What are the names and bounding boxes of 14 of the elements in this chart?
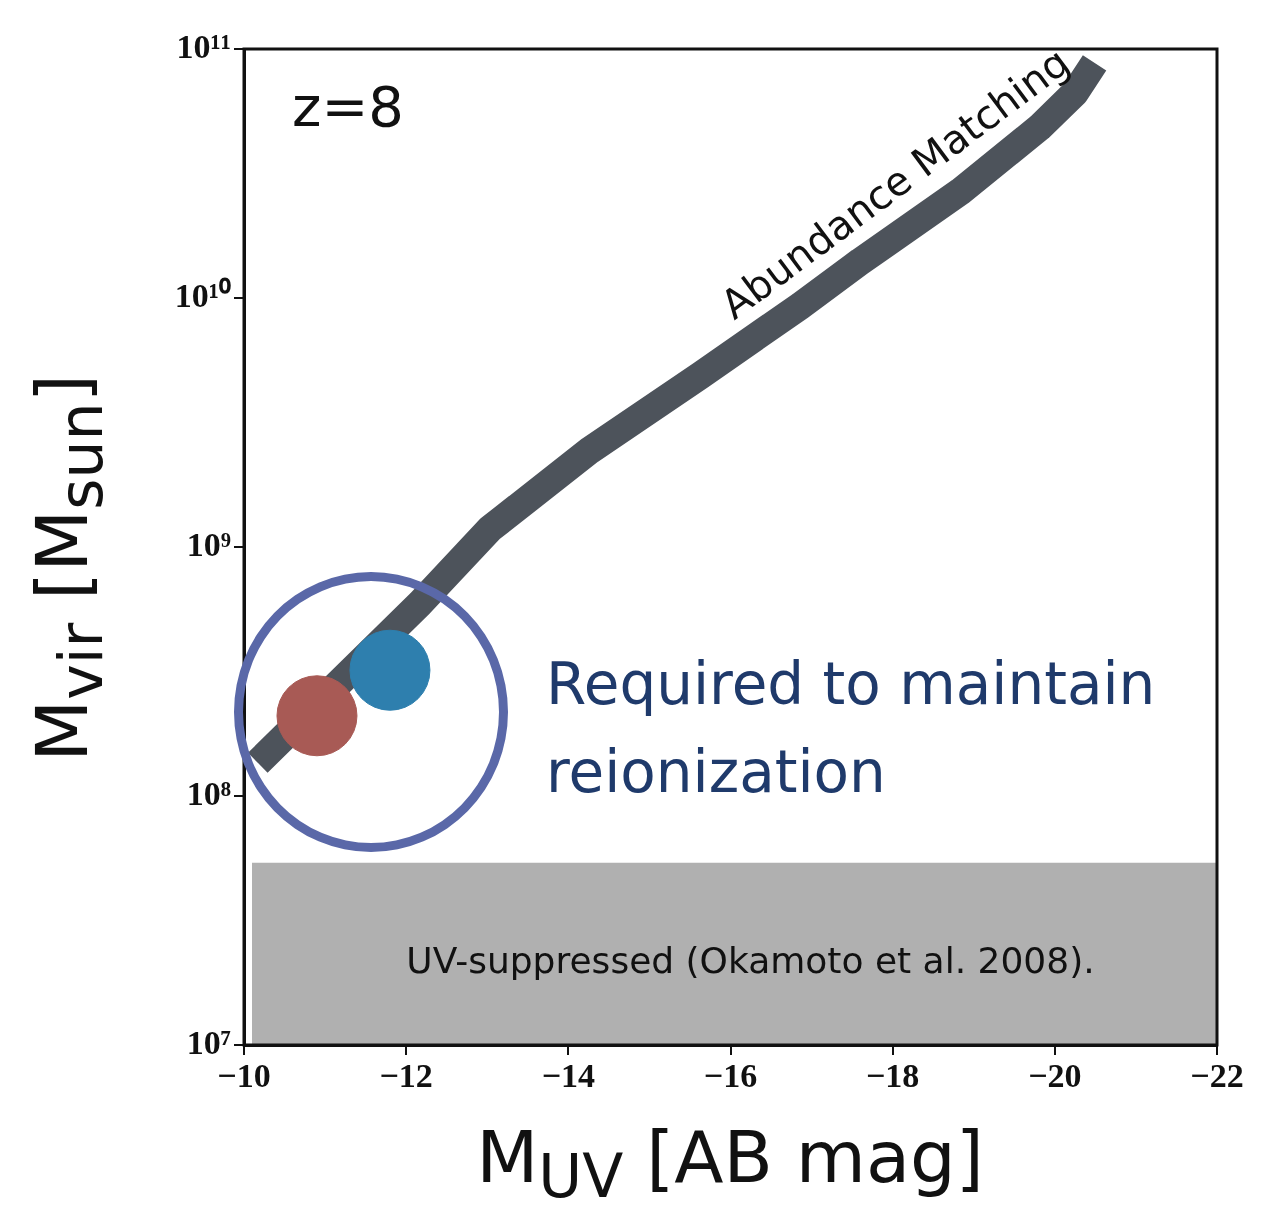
x-tick-label: −22 (1190, 1057, 1244, 1095)
x-tick-label: −18 (865, 1057, 920, 1095)
annotation: Required to maintain reionization (546, 649, 1157, 808)
y-tick-label: 10¹⁰ (174, 276, 231, 314)
x-tick-label: −12 (379, 1057, 433, 1095)
band-label: UV-suppressed (Okamoto et al. 2008). (406, 940, 1095, 982)
y-tick-label: 10⁸ (186, 774, 231, 812)
annotation: z=8 (292, 74, 404, 139)
y-tick-label: 10¹¹ (176, 27, 231, 65)
x-axis-title: M$_{UV}$ [AB mag] (476, 1114, 984, 1212)
x-tick-label: −14 (541, 1057, 596, 1095)
y-tick-label: 10⁹ (186, 525, 231, 563)
x-tick-label: −16 (703, 1057, 758, 1095)
x-tick-label: −20 (1028, 1057, 1082, 1095)
